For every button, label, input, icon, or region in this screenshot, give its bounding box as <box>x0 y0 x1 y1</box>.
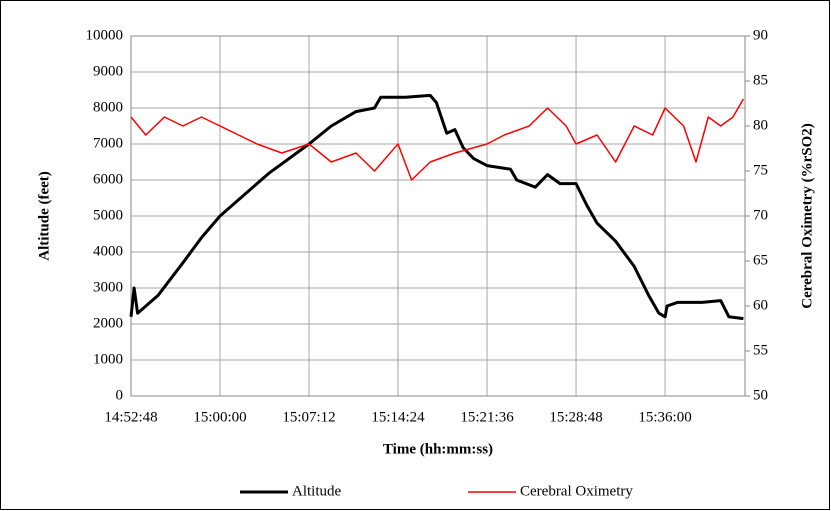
x-axis-title: Time (hh:mm:ss) <box>383 441 493 457</box>
x-tick-label: 15:07:12 <box>282 409 335 425</box>
x-tick-label: 14:52:48 <box>104 409 157 425</box>
x-tick-label: 15:36:00 <box>638 409 691 425</box>
y2-axis-title: Cerebral Oximetry (%rSO2) <box>799 123 815 309</box>
plot-frame <box>130 35 746 397</box>
y2-tick-label: 85 <box>753 72 768 88</box>
y-tick-label: 8000 <box>93 99 123 115</box>
y-tick-label: 7000 <box>93 135 123 151</box>
y-tick-label: 0 <box>116 387 124 403</box>
y2-tick-label: 60 <box>753 297 768 313</box>
y2-tick-label: 70 <box>753 207 768 223</box>
y2-tick-label: 80 <box>753 117 768 133</box>
x-tick-label: 15:28:48 <box>549 409 602 425</box>
y-tick-label: 5000 <box>93 207 123 223</box>
y2-tick-label: 65 <box>753 252 768 268</box>
y-tick-label: 4000 <box>93 243 123 259</box>
x-tick-label: 15:00:00 <box>193 409 246 425</box>
y2-tick-label: 50 <box>753 387 768 403</box>
y-tick-label: 2000 <box>93 315 123 331</box>
y2-tick-label: 75 <box>753 162 768 178</box>
data-line <box>129 93 744 321</box>
y-tick-label: 10000 <box>86 27 124 43</box>
y2-tick-label: 90 <box>753 27 768 43</box>
y-tick-label: 1000 <box>93 351 123 367</box>
y-tick-label: 9000 <box>93 63 123 79</box>
x-tick-label: 15:21:36 <box>460 409 514 425</box>
y-tick-label: 6000 <box>93 171 123 187</box>
data-line <box>130 98 745 181</box>
y-axis-title: Altitude (feet) <box>36 171 52 261</box>
y2-tick-label: 55 <box>753 342 768 358</box>
x-tick-label: 15:14:24 <box>371 409 425 425</box>
legend-label: Altitude <box>292 483 342 499</box>
y-tick-label: 3000 <box>93 279 123 295</box>
legend-label: Cerebral Oximetry <box>520 483 633 499</box>
